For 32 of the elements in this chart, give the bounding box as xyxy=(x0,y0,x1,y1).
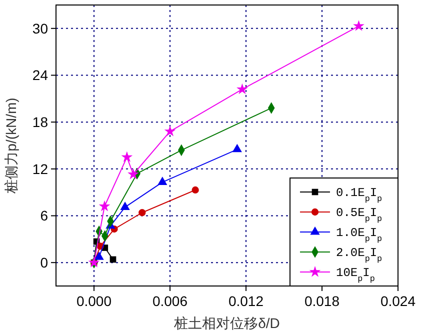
point xyxy=(158,176,168,185)
legend-label: 1.0E$_{p}$I$_{p}$ xyxy=(336,226,382,244)
point xyxy=(192,186,199,194)
x-axis-title: 桩土相对位移δ/D xyxy=(173,315,280,331)
point xyxy=(128,168,139,180)
point xyxy=(120,202,130,210)
x-tick-label: 0.012 xyxy=(228,293,264,309)
y-tick-label: 12 xyxy=(32,160,48,177)
point xyxy=(88,256,100,268)
y-tick-label: 24 xyxy=(32,67,48,84)
y-tick-label: 0 xyxy=(40,254,48,270)
x-tick-label: 0.024 xyxy=(380,293,416,309)
x-tick-label: 0.018 xyxy=(304,293,340,309)
point xyxy=(110,256,116,263)
point xyxy=(98,200,110,212)
y-tick-label: 18 xyxy=(32,114,48,130)
legend-label: 10E$_{p}$I$_{p}$ xyxy=(336,266,375,284)
legend-label: 0.1E$_{p}$I$_{p}$ xyxy=(336,186,382,204)
point xyxy=(353,20,364,31)
legend-label: 2.0E$_{p}$I$_{p}$ xyxy=(336,246,382,264)
y-tick-label: 30 xyxy=(32,20,48,36)
y-tick-label: 6 xyxy=(40,208,48,224)
x-tick-label: 0.006 xyxy=(152,293,188,309)
x-tick-label: 0.000 xyxy=(76,293,112,309)
point xyxy=(138,209,146,216)
y-axis-title: 桩侧力p/(kN/m) xyxy=(3,98,19,194)
point xyxy=(94,252,104,260)
point xyxy=(164,125,176,136)
point xyxy=(121,151,133,162)
point xyxy=(236,83,248,94)
point xyxy=(232,144,242,152)
legend-label: 0.5E$_{p}$I$_{p}$ xyxy=(336,206,382,224)
